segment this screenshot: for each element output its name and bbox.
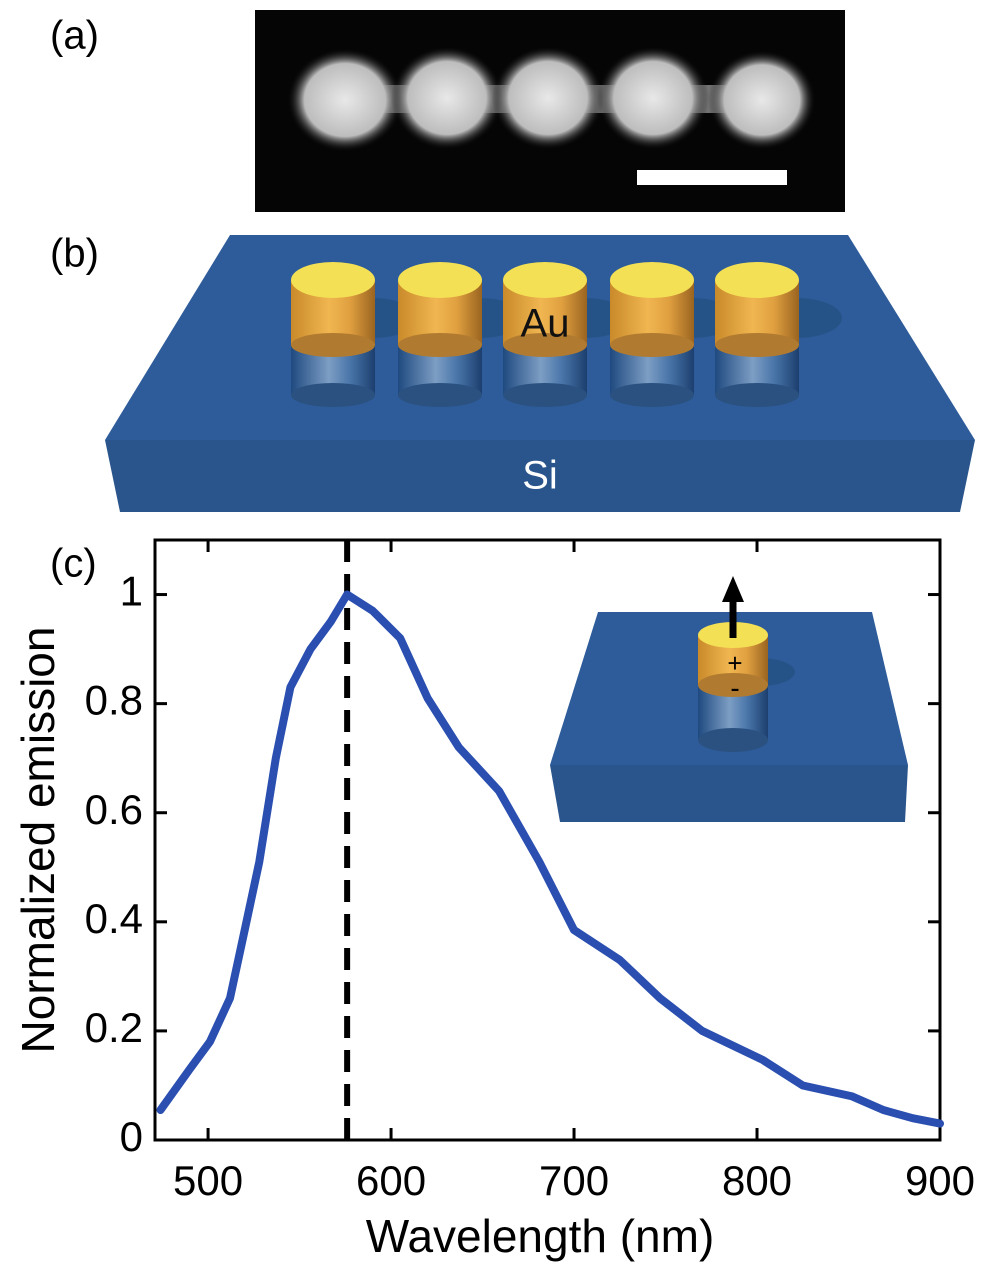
pillar-join [610, 333, 694, 357]
y-tick-label: 0.2 [85, 1004, 143, 1051]
pillar-join [398, 333, 482, 357]
pillar-top [291, 262, 375, 298]
y-tick-label: 0.8 [85, 677, 143, 724]
y-tick-label: 0.4 [85, 895, 143, 942]
x-tick-label: 700 [539, 1157, 609, 1204]
minus-sign: - [730, 672, 739, 703]
panel-label: (c) [50, 542, 97, 586]
array-schematic: Au Si [105, 235, 975, 512]
si-label: Si [522, 454, 558, 498]
pillar-base [398, 383, 482, 407]
y-axis-label: Normalized emission [12, 627, 64, 1054]
pillar-base [503, 383, 587, 407]
micrograph [255, 10, 845, 212]
pillar-base [291, 383, 375, 407]
y-tick-label: 1 [120, 568, 143, 615]
pillar-top [503, 262, 587, 298]
x-tick-label: 900 [905, 1157, 975, 1204]
panel-label: (a) [50, 14, 99, 58]
pillar-top [715, 262, 799, 298]
panel-label: (b) [50, 232, 99, 276]
pillar-top [398, 262, 482, 298]
x-tick-label: 600 [356, 1157, 426, 1204]
figure: (a) (b) (c) Au Si 500 600 700 800 900 0 0.2 0.4… [0, 0, 994, 1272]
pillar-base [715, 383, 799, 407]
x-tick-label: 800 [722, 1157, 792, 1204]
x-axis-label: Wavelength (nm) [366, 1210, 715, 1262]
y-tick-label: 0 [120, 1113, 143, 1160]
pillar-join [291, 333, 375, 357]
y-tick-label: 0.6 [85, 786, 143, 833]
au-label: Au [521, 302, 570, 346]
inset-schematic: + - [550, 576, 908, 822]
pillar-top [610, 262, 694, 298]
x-tick-label: 500 [173, 1157, 243, 1204]
pillar-join [715, 333, 799, 357]
pillar-base [610, 383, 694, 407]
